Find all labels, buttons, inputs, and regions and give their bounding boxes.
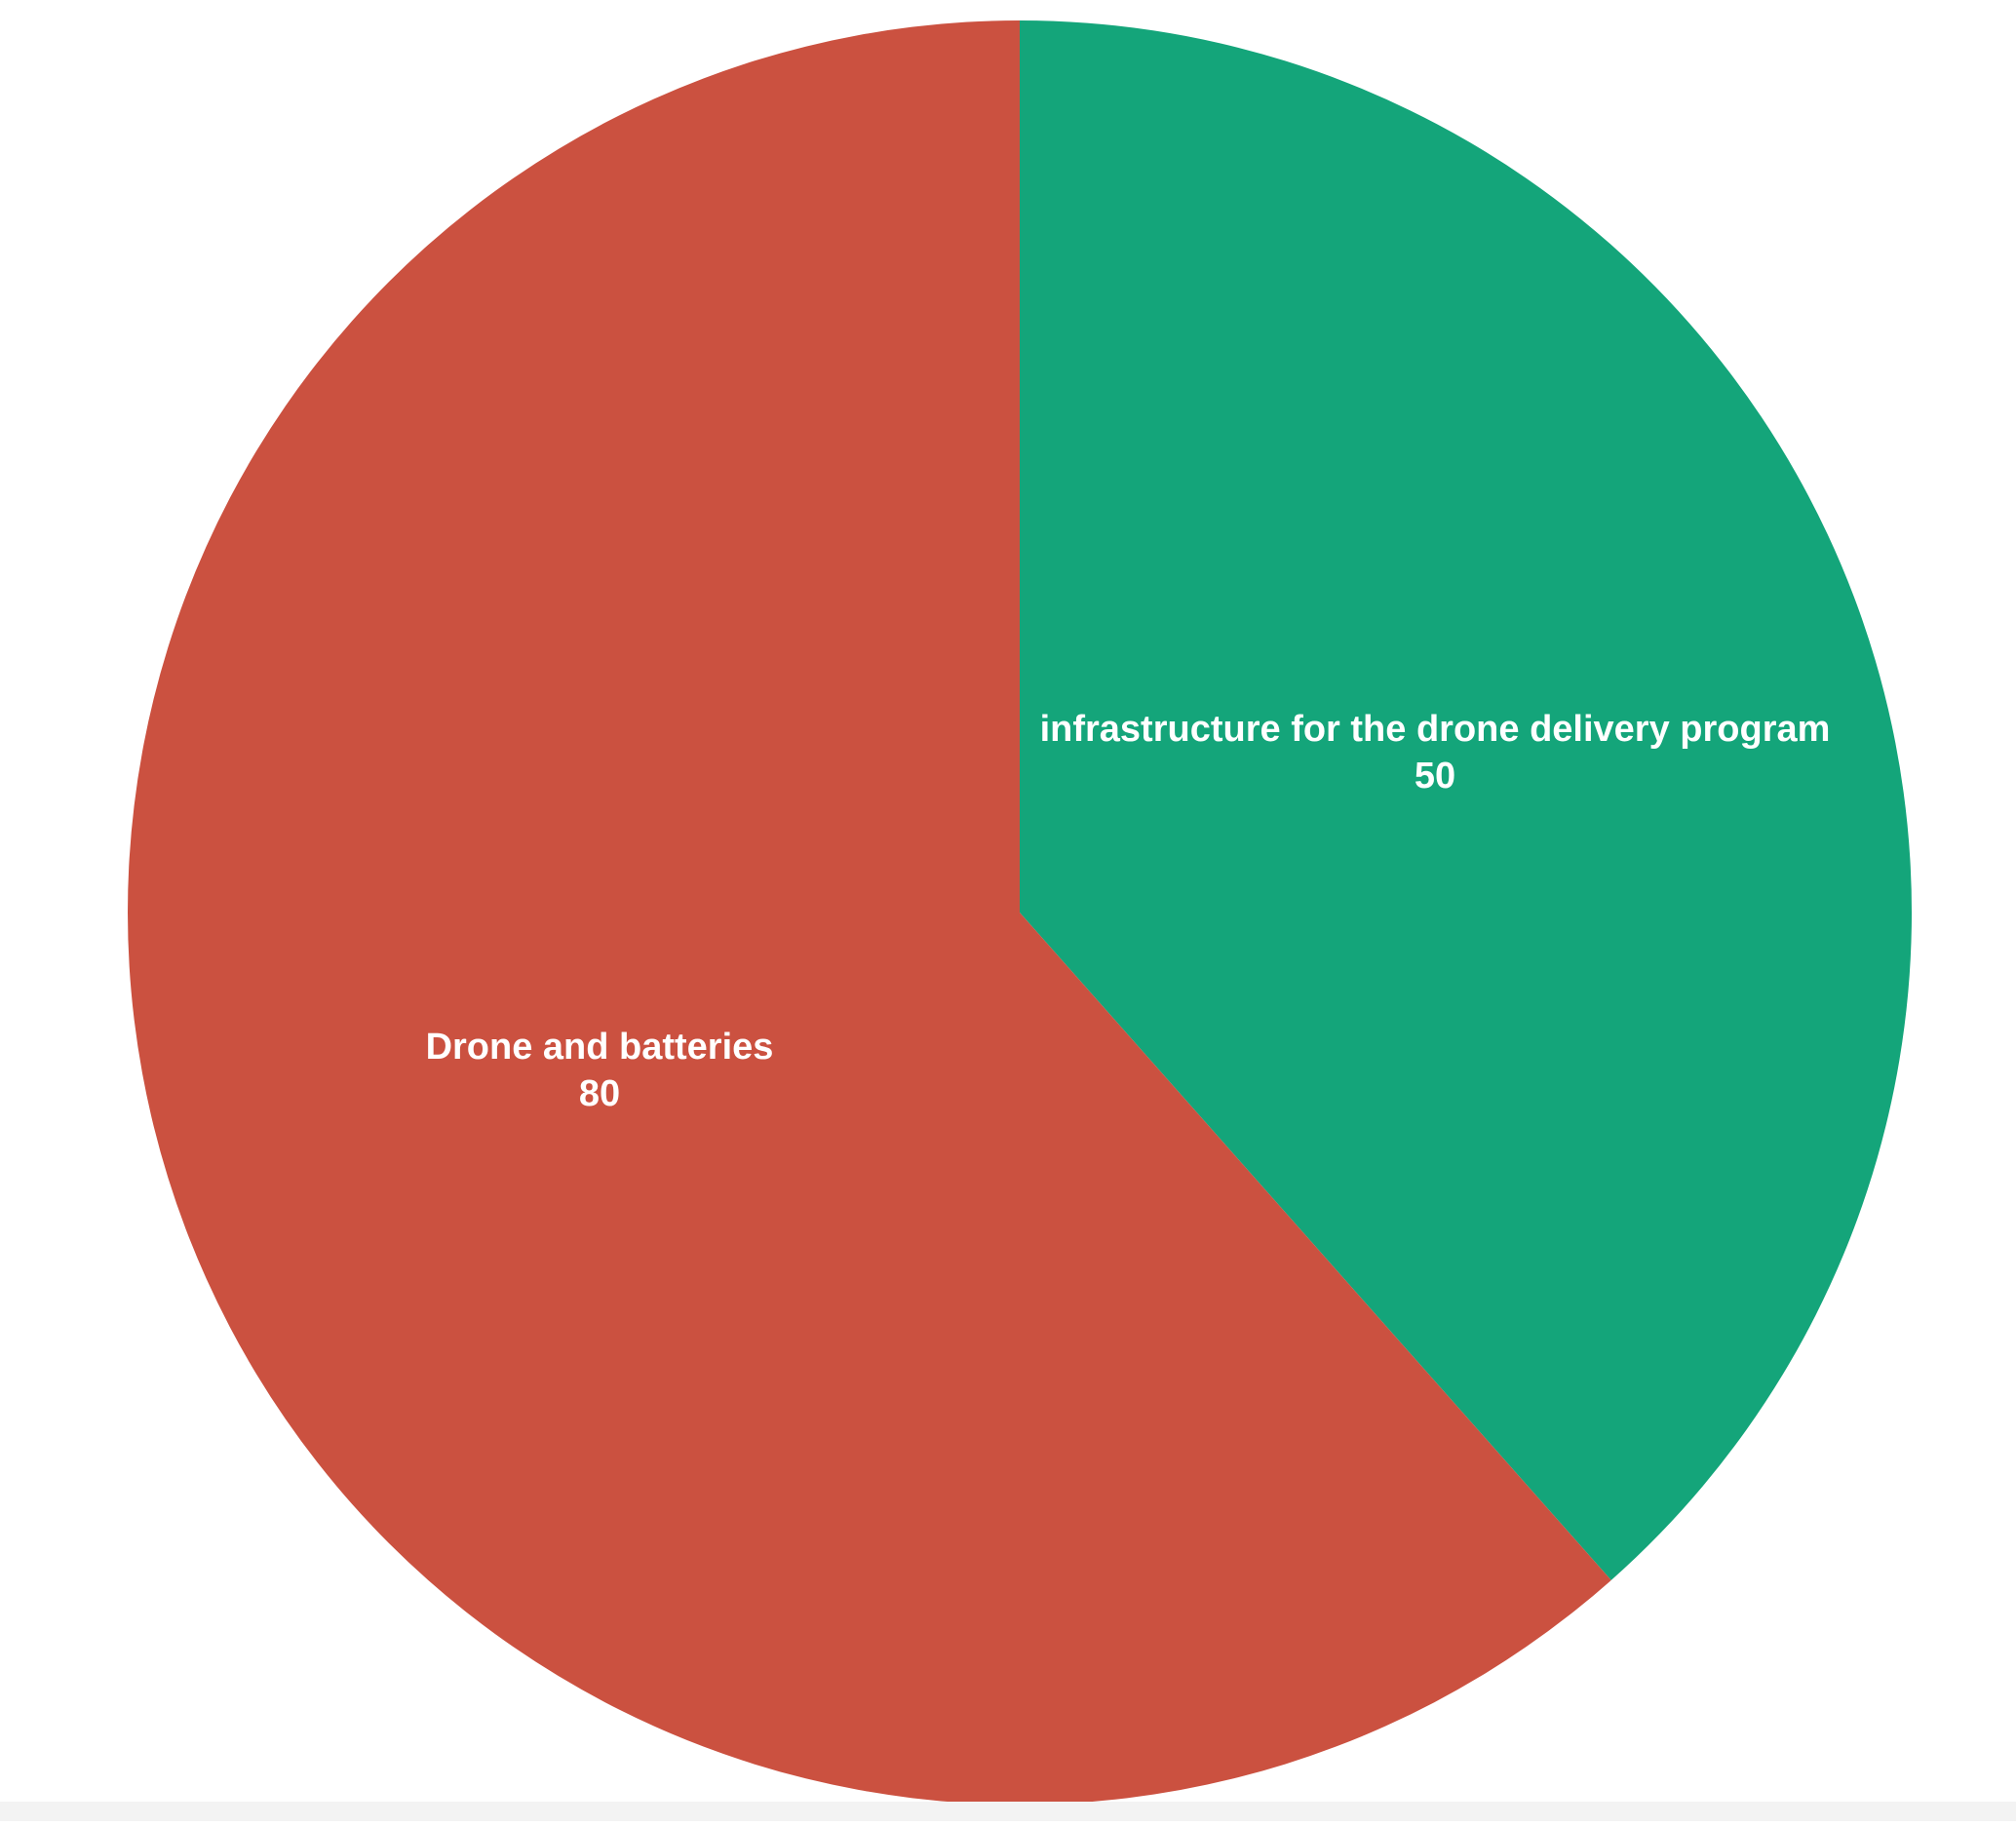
slice-value-2: 80: [579, 1073, 620, 1114]
bottom-strip: [0, 1802, 2016, 1821]
pie-slice-1: [1020, 20, 1913, 1580]
slices-layer: [128, 20, 1913, 1805]
pie-slice-2: [128, 20, 1611, 1805]
slice-label-2: Drone and batteries: [426, 1027, 774, 1068]
slice-label-1: infrastructure for the drone delivery pr…: [1040, 709, 1831, 750]
slice-value-1: 50: [1415, 756, 1455, 796]
labels-layer: infrastructure for the drone delivery pr…: [426, 709, 1831, 1114]
